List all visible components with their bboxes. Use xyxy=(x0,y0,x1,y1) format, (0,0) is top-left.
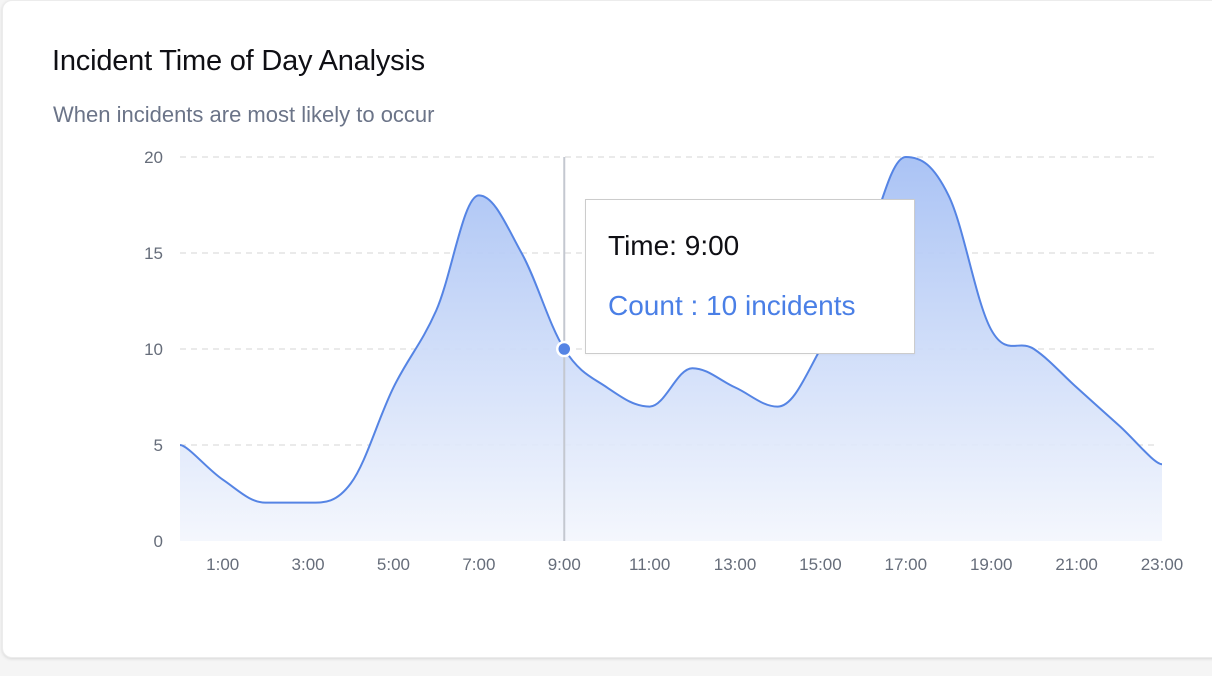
data-point[interactable] xyxy=(1159,461,1165,467)
x-tick-label: 15:00 xyxy=(799,555,842,574)
data-point[interactable] xyxy=(519,250,525,256)
x-tick-label: 5:00 xyxy=(377,555,410,574)
data-point[interactable] xyxy=(177,442,183,448)
chart-subtitle: When incidents are most likely to occur xyxy=(53,102,435,127)
x-tick-label: 17:00 xyxy=(885,555,928,574)
data-point[interactable] xyxy=(1116,423,1122,429)
tooltip: Time: 9:00 Count : 10 incidents xyxy=(585,199,915,354)
y-axis: 0 5 10 15 20 xyxy=(144,148,163,551)
data-point[interactable] xyxy=(1074,384,1080,390)
data-point[interactable] xyxy=(647,404,653,410)
x-tick-label: 7:00 xyxy=(462,555,495,574)
x-tick-label: 23:00 xyxy=(1141,555,1184,574)
data-point[interactable] xyxy=(1031,346,1037,352)
active-point[interactable] xyxy=(556,340,573,358)
chart-title: Incident Time of Day Analysis xyxy=(52,45,425,77)
data-point[interactable] xyxy=(348,480,354,486)
y-tick-label: 15 xyxy=(144,244,163,263)
tooltip-count: Count : 10 incidents xyxy=(608,290,856,321)
x-tick-label: 11:00 xyxy=(629,555,670,574)
data-point[interactable] xyxy=(988,327,994,333)
y-tick-label: 10 xyxy=(144,340,163,359)
data-point[interactable] xyxy=(262,500,268,506)
data-point[interactable] xyxy=(305,500,311,506)
data-point[interactable] xyxy=(390,384,396,390)
data-point[interactable] xyxy=(903,154,909,160)
data-point[interactable] xyxy=(433,308,439,314)
data-point[interactable] xyxy=(775,404,781,410)
x-axis: 1:00 3:00 5:00 7:00 9:00 11:00 13:00 15:00 17:00… xyxy=(206,555,1183,574)
x-tick-label: 21:00 xyxy=(1055,555,1098,574)
x-tick-label: 3:00 xyxy=(292,555,325,574)
x-tick-label: 9:00 xyxy=(548,555,581,574)
series-area xyxy=(180,157,1162,541)
y-tick-label: 0 xyxy=(154,532,163,551)
data-point[interactable] xyxy=(604,384,610,390)
x-tick-label: 19:00 xyxy=(970,555,1013,574)
y-tick-label: 5 xyxy=(154,436,163,455)
data-point[interactable] xyxy=(946,192,952,198)
tooltip-time: Time: 9:00 xyxy=(608,230,740,261)
y-tick-label: 20 xyxy=(144,148,163,167)
x-tick-label: 13:00 xyxy=(714,555,757,574)
data-point[interactable] xyxy=(732,384,738,390)
x-tick-label: 1:00 xyxy=(206,555,239,574)
series-line xyxy=(179,155,1163,504)
data-point[interactable] xyxy=(220,477,226,483)
data-point[interactable] xyxy=(476,192,482,198)
data-point[interactable] xyxy=(689,365,695,371)
